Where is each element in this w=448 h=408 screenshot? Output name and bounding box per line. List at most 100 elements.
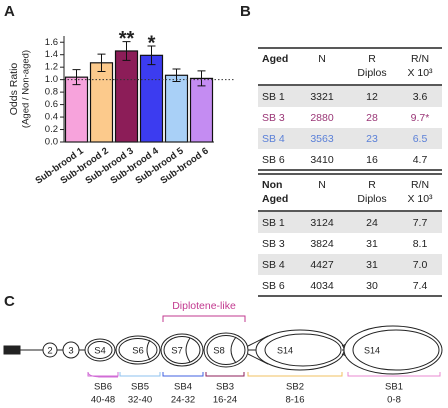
chamber xyxy=(118,338,158,362)
row-shade xyxy=(258,212,442,233)
error-bar xyxy=(72,69,81,86)
row-shade xyxy=(258,254,442,275)
table-cell: 31 xyxy=(366,259,378,271)
chamber-label: S14 xyxy=(277,345,293,355)
chamber-label: 2 xyxy=(47,346,52,357)
table-cell: 3410 xyxy=(310,154,334,166)
oocyte xyxy=(146,339,151,361)
panel-label: C xyxy=(4,293,15,310)
table-cell: SB 3 xyxy=(262,238,285,250)
bar xyxy=(64,76,89,143)
table-cell: 4427 xyxy=(310,259,334,271)
chamber-label: 3 xyxy=(68,346,73,357)
table-header: Diplos xyxy=(357,193,386,205)
chamber xyxy=(255,329,345,371)
group-range: 8-16 xyxy=(285,395,304,406)
table-header: X 10³ xyxy=(407,193,433,205)
annotation: ** xyxy=(119,28,135,50)
panel-label: A xyxy=(4,3,15,20)
table-header: X 10³ xyxy=(407,67,433,79)
table-cell: 28 xyxy=(366,112,378,124)
row-shade xyxy=(258,86,442,107)
table-header: R/N xyxy=(411,179,429,191)
panel-label: B xyxy=(240,3,251,20)
y-tick-label: 1.2 xyxy=(45,62,58,73)
row-shade xyxy=(258,128,442,149)
table-cell: 2880 xyxy=(310,112,334,124)
table-header: Non xyxy=(262,179,282,191)
table-cell: 8.1 xyxy=(413,238,428,250)
table-cell: 16 xyxy=(366,154,378,166)
table-cell: SB 3 xyxy=(262,112,285,124)
group-label: SB5 xyxy=(131,382,149,393)
chamber xyxy=(84,338,116,362)
diagram-title: Diplotene-like xyxy=(172,300,236,312)
y-tick-label: 1.0 xyxy=(45,74,58,85)
group-range: 40-48 xyxy=(91,395,115,406)
table-cell: 7.0 xyxy=(413,259,428,271)
bracket xyxy=(347,372,441,377)
table-cell: SB 6 xyxy=(262,154,285,166)
table-cell: 4034 xyxy=(310,280,334,292)
group-label: SB6 xyxy=(94,382,112,393)
table-cell: SB 4 xyxy=(262,133,285,145)
table-cell: SB 6 xyxy=(262,280,285,292)
y-tick-label: 0.6 xyxy=(45,99,58,110)
table-cell: 23 xyxy=(366,133,378,145)
table-cell: 9.7* xyxy=(411,112,430,124)
group-range: 16-24 xyxy=(213,395,237,406)
table-header: N xyxy=(318,53,326,65)
germarium xyxy=(3,345,21,355)
error-bar xyxy=(197,70,206,87)
bracket xyxy=(87,371,119,378)
group-label: SB4 xyxy=(174,382,192,393)
group-label: SB3 xyxy=(216,382,234,393)
y-tick-label: 1.6 xyxy=(45,37,58,48)
table-cell: SB 1 xyxy=(262,217,285,229)
oocyte xyxy=(185,337,191,363)
bracket xyxy=(205,372,245,377)
annotation: * xyxy=(148,32,156,54)
bracket xyxy=(162,315,246,322)
bar xyxy=(189,77,214,143)
group-range: 24-32 xyxy=(171,395,195,406)
y-tick-label: 0.4 xyxy=(45,112,58,123)
table-cell: 3.6 xyxy=(413,91,428,103)
table-cell: SB 4 xyxy=(262,259,285,271)
table-cell: 3824 xyxy=(310,238,334,250)
chamber xyxy=(206,335,246,365)
chamber xyxy=(87,341,113,359)
chamber-label: S4 xyxy=(94,346,106,357)
table-cell: 3124 xyxy=(310,217,334,229)
table-header: R xyxy=(368,53,376,65)
table-cell: 3321 xyxy=(310,91,334,103)
table-header: Aged xyxy=(262,53,288,65)
y-tick-label: 0.0 xyxy=(45,137,58,148)
table-cell: 31 xyxy=(366,238,378,250)
y-axis-label: (Aged / Non-aged) xyxy=(21,50,32,128)
bracket xyxy=(162,372,204,377)
table-cell: 7.7 xyxy=(413,217,428,229)
table-header: R xyxy=(368,179,376,191)
y-tick-label: 0.2 xyxy=(45,124,58,135)
error-bar xyxy=(122,41,131,61)
table-cell: 24 xyxy=(366,217,378,229)
chamber-label: S7 xyxy=(171,346,183,357)
group-label: SB2 xyxy=(286,382,304,393)
y-axis-label: Odds Ratio xyxy=(8,63,20,116)
chamber xyxy=(343,325,443,375)
error-bar xyxy=(97,53,106,73)
chamber xyxy=(203,332,249,368)
bracket xyxy=(119,372,161,377)
chamber-label: S8 xyxy=(213,346,225,357)
chamber xyxy=(264,333,342,367)
bracket xyxy=(247,372,343,377)
table-header: N xyxy=(318,179,326,191)
chamber-label: S14 xyxy=(364,345,380,355)
y-tick-label: 0.8 xyxy=(45,87,58,98)
group-label: SB1 xyxy=(385,382,403,393)
bar xyxy=(164,74,189,143)
table-header: Diplos xyxy=(357,67,386,79)
error-bar xyxy=(147,45,156,66)
table-cell: 12 xyxy=(366,91,378,103)
